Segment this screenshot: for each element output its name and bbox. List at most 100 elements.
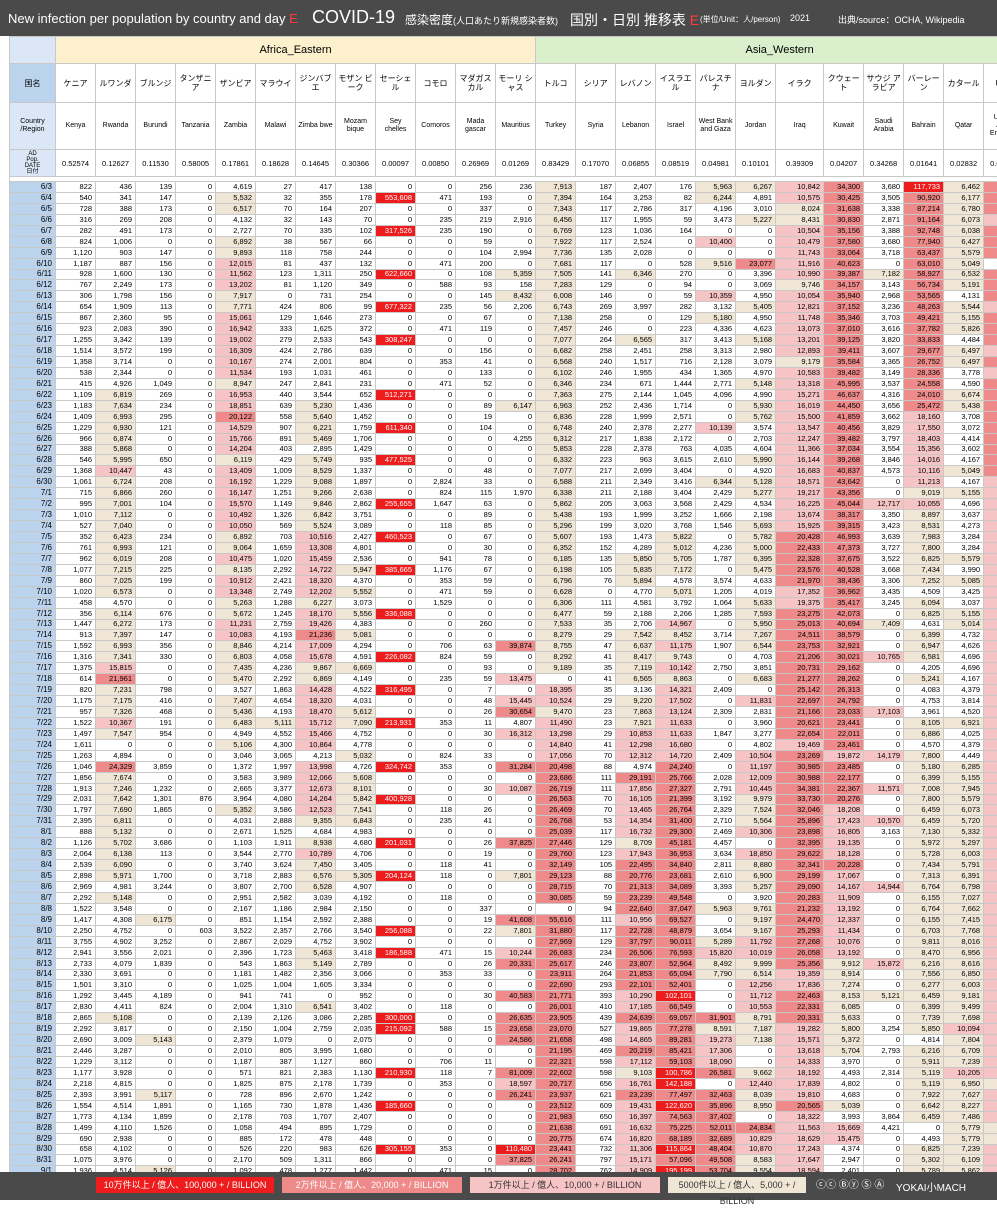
value-cell: 3,089 bbox=[336, 521, 376, 532]
value-cell: 6,842 bbox=[296, 510, 336, 521]
value-cell: 26 bbox=[456, 805, 496, 816]
value-cell: 7,363 bbox=[536, 389, 576, 400]
value-cell: 0 bbox=[376, 816, 416, 827]
value-cell: 59 bbox=[576, 892, 616, 903]
value-cell: 6,642 bbox=[904, 1100, 944, 1111]
value-cell: 677,322 bbox=[376, 302, 416, 313]
population-value: 0.04981 bbox=[696, 150, 736, 177]
value-cell: 9,470 bbox=[536, 707, 576, 718]
date-cell: 6/18 bbox=[10, 346, 56, 357]
value-cell: 0 bbox=[496, 313, 536, 324]
value-cell: 9,516 bbox=[696, 258, 736, 269]
value-cell: 337 bbox=[456, 203, 496, 214]
value-cell: 14,865 bbox=[616, 1035, 656, 1046]
value-cell: 21,771 bbox=[536, 991, 576, 1002]
value-cell: 15,650 bbox=[984, 575, 997, 586]
value-cell: 6,836 bbox=[536, 411, 576, 422]
value-cell: 17,306 bbox=[696, 1046, 736, 1057]
value-cell: 3,522 bbox=[216, 925, 256, 936]
value-cell: 0 bbox=[376, 980, 416, 991]
value-cell: 219 bbox=[456, 214, 496, 225]
value-cell: 1,176 bbox=[416, 564, 456, 575]
value-cell: 3,313 bbox=[696, 346, 736, 357]
date-cell: 7/3 bbox=[10, 510, 56, 521]
value-cell: 67 bbox=[456, 532, 496, 543]
value-cell: 25,013 bbox=[776, 619, 824, 630]
value-cell: 13,998 bbox=[296, 761, 336, 772]
value-cell: 3,065 bbox=[256, 750, 296, 761]
value-cell: 26,469 bbox=[536, 805, 576, 816]
value-cell: 17,009 bbox=[296, 641, 336, 652]
value-cell: 7,457 bbox=[536, 324, 576, 335]
value-cell: 59 bbox=[456, 575, 496, 586]
value-cell: 0 bbox=[456, 1035, 496, 1046]
value-cell: 1,292 bbox=[56, 991, 96, 1002]
value-cell: 139 bbox=[136, 335, 176, 346]
value-cell: 24,792 bbox=[824, 696, 864, 707]
value-cell: 0 bbox=[176, 980, 216, 991]
value-cell: 0 bbox=[696, 225, 736, 236]
value-cell: 2,830 bbox=[56, 1002, 96, 1013]
value-cell: 25,039 bbox=[536, 827, 576, 838]
value-cell: 5,672 bbox=[216, 608, 256, 619]
value-cell: 0 bbox=[136, 674, 176, 685]
value-cell: 15,445 bbox=[496, 696, 536, 707]
value-cell: 3,072 bbox=[944, 422, 984, 433]
value-cell: 4,949 bbox=[216, 728, 256, 739]
value-cell: 1,316 bbox=[56, 652, 96, 663]
value-cell: 20,498 bbox=[536, 761, 576, 772]
value-cell: 5,800 bbox=[824, 1024, 864, 1035]
value-cell: 2,916 bbox=[496, 214, 536, 225]
value-cell: 118 bbox=[416, 1002, 456, 1013]
value-cell: 0 bbox=[176, 411, 216, 422]
value-cell: 2,128 bbox=[696, 357, 736, 368]
value-cell: 15,435 bbox=[984, 871, 997, 882]
value-cell: 15,762 bbox=[984, 772, 997, 783]
value-cell: 5,230 bbox=[296, 400, 336, 411]
value-cell: 15,855 bbox=[984, 761, 997, 772]
value-cell: 41 bbox=[456, 816, 496, 827]
value-cell: 6,285 bbox=[944, 761, 984, 772]
value-cell: 4,484 bbox=[944, 335, 984, 346]
value-cell: 9,266 bbox=[296, 488, 336, 499]
country-en-name: Zambia bbox=[216, 103, 256, 150]
value-cell: 3,740 bbox=[216, 860, 256, 871]
value-cell: 0 bbox=[376, 674, 416, 685]
value-cell: 3,435 bbox=[864, 586, 904, 597]
value-cell: 29 bbox=[576, 728, 616, 739]
value-cell: 390 bbox=[136, 324, 176, 335]
value-cell: 223 bbox=[576, 455, 616, 466]
value-cell: 2,706 bbox=[616, 619, 656, 630]
value-cell: 0 bbox=[416, 903, 456, 914]
population-value: 0.00097 bbox=[376, 150, 416, 177]
population-value: 0.02832 bbox=[944, 150, 984, 177]
value-cell: 6,272 bbox=[96, 619, 136, 630]
value-cell: 1,045 bbox=[656, 389, 696, 400]
value-cell: 4,683 bbox=[824, 1089, 864, 1100]
country-en-name: Kenya bbox=[56, 103, 96, 150]
value-cell: 223 bbox=[656, 324, 696, 335]
value-cell: 6,073 bbox=[944, 214, 984, 225]
value-cell: 3,396 bbox=[736, 269, 776, 280]
value-cell: 6,073 bbox=[944, 805, 984, 816]
value-cell: 15,061 bbox=[216, 313, 256, 324]
value-cell: 0 bbox=[496, 411, 536, 422]
value-cell: 15,425 bbox=[984, 739, 997, 750]
value-cell: 2,710 bbox=[696, 816, 736, 827]
value-cell: 152 bbox=[576, 542, 616, 553]
value-cell: 2,536 bbox=[336, 553, 376, 564]
value-cell: 5,372 bbox=[824, 1035, 864, 1046]
value-cell: 2,786 bbox=[296, 346, 336, 357]
value-cell: 26,563 bbox=[536, 794, 576, 805]
value-cell: 1,127 bbox=[296, 1057, 336, 1068]
value-cell: 0 bbox=[496, 499, 536, 510]
date-cell: 7/30 bbox=[10, 805, 56, 816]
value-cell: 48,404 bbox=[696, 1144, 736, 1155]
value-cell: 57,096 bbox=[656, 1155, 696, 1166]
value-cell: 1,514 bbox=[56, 346, 96, 357]
value-cell: 0 bbox=[176, 674, 216, 685]
value-cell: 2,139 bbox=[216, 1013, 256, 1024]
value-cell: 1,368 bbox=[56, 466, 96, 477]
value-cell: 5,438 bbox=[536, 510, 576, 521]
